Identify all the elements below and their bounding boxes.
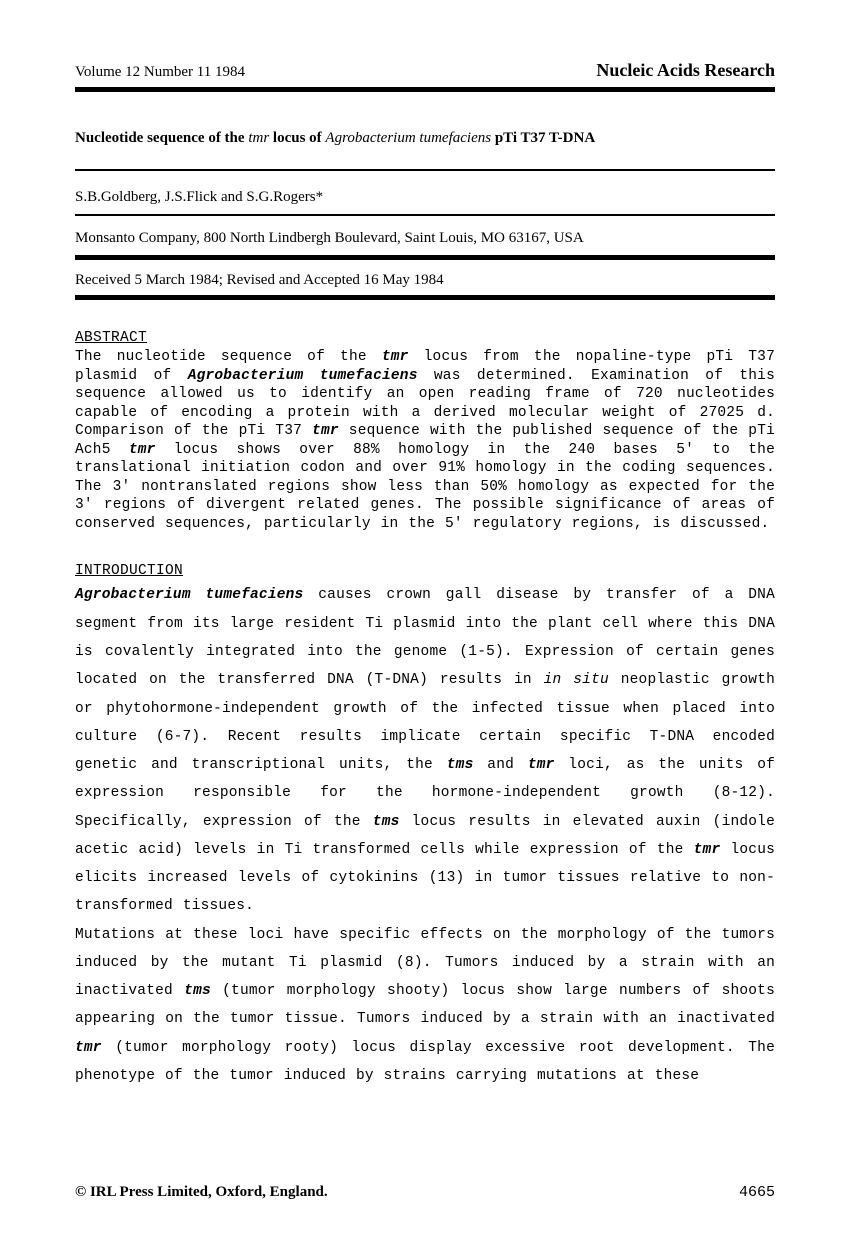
intro-paragraph-2: Mutations at these loci have specific ef… (75, 921, 775, 1091)
page-footer: © IRL Press Limited, Oxford, England. 46… (75, 1184, 775, 1201)
abstract-text: The nucleotide sequence of the (75, 349, 382, 365)
intro-text: and (473, 757, 527, 773)
abstract-tmr-2: tmr (312, 423, 339, 439)
journal-name: Nucleic Acids Research (596, 60, 775, 81)
volume-issue: Volume 12 Number 11 1984 (75, 64, 245, 81)
copyright: © IRL Press Limited, Oxford, England. (75, 1184, 328, 1201)
intro-insitu: in situ (544, 672, 609, 688)
article-title: Nucleotide sequence of the tmr locus of … (75, 130, 775, 147)
intro-tms-2: tms (373, 814, 400, 830)
intro-species: Agrobacterium tumefaciens (75, 587, 303, 603)
header-rule (75, 87, 775, 92)
title-species: Agrobacterium tumefaciens (325, 130, 491, 146)
title-text-1: Nucleotide sequence of the (75, 130, 248, 146)
affiliation-rule (75, 255, 775, 260)
intro-tms-3: tms (184, 983, 211, 999)
abstract-tmr-1: tmr (382, 349, 409, 365)
intro-paragraph-1: Agrobacterium tumefaciens causes crown g… (75, 581, 775, 920)
title-text-3: pTi T37 T-DNA (491, 130, 595, 146)
running-header: Volume 12 Number 11 1984 Nucleic Acids R… (75, 60, 775, 81)
authors-rule (75, 214, 775, 216)
intro-tmr-2: tmr (694, 842, 721, 858)
intro-tmr-1: tmr (528, 757, 555, 773)
introduction-heading: INTRODUCTION (75, 563, 775, 579)
introduction-body: Agrobacterium tumefaciens causes crown g… (75, 581, 775, 1090)
abstract-species: Agrobacterium tumefaciens (188, 368, 418, 384)
abstract-tmr-3: tmr (129, 442, 156, 458)
affiliation: Monsanto Company, 800 North Lindbergh Bo… (75, 230, 775, 247)
intro-tms-1: tms (447, 757, 474, 773)
title-gene: tmr (248, 130, 269, 146)
intro-tmr-3: tmr (75, 1040, 102, 1056)
abstract-text: locus shows over 88% homology in the 240… (75, 442, 775, 532)
abstract-body: The nucleotide sequence of the tmr locus… (75, 348, 775, 533)
dates-rule (75, 295, 775, 300)
title-rule (75, 169, 775, 171)
abstract-heading: ABSTRACT (75, 330, 775, 346)
page-number: 4665 (739, 1184, 775, 1201)
dates: Received 5 March 1984; Revised and Accep… (75, 272, 775, 289)
intro-text: (tumor morphology rooty) locus display e… (75, 1040, 775, 1084)
title-text-2: locus of (269, 130, 325, 146)
authors: S.B.Goldberg, J.S.Flick and S.G.Rogers* (75, 189, 775, 206)
